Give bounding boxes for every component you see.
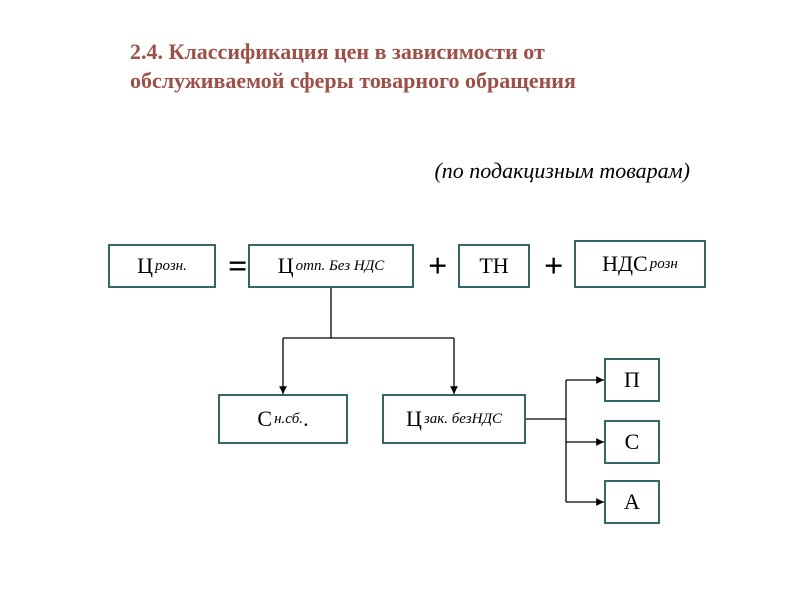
op-plus-2: + bbox=[544, 250, 563, 284]
op-plus-1: + bbox=[428, 250, 447, 284]
box-snsb: С н.сб. . bbox=[218, 394, 348, 444]
box-vat: НДС розн bbox=[574, 240, 706, 288]
box-tn-main: ТН bbox=[479, 253, 508, 279]
box-snsb-main: С bbox=[257, 406, 272, 432]
box-p-main: П bbox=[624, 367, 640, 393]
box-retail-main: Ц bbox=[137, 253, 153, 279]
box-s-main: С bbox=[625, 429, 640, 455]
box-s: С bbox=[604, 420, 660, 464]
subtitle: (по подакцизным товарам) bbox=[130, 158, 690, 184]
box-release-sub: отп. Без НДС bbox=[296, 258, 385, 275]
box-zak-main: Ц bbox=[406, 406, 422, 432]
box-p: П bbox=[604, 358, 660, 402]
page-title: 2.4. Классификация цен в зависимости от … bbox=[130, 38, 690, 95]
box-retail-sub: розн. bbox=[155, 258, 187, 275]
box-snsb-sub: н.сб. bbox=[274, 411, 303, 428]
box-zak: Ц зак. безНДС bbox=[382, 394, 526, 444]
box-retail: Ц розн. bbox=[108, 244, 216, 288]
box-vat-main: НДС bbox=[602, 251, 648, 277]
box-release: Ц отп. Без НДС bbox=[248, 244, 414, 288]
box-zak-sub: зак. безНДС bbox=[424, 411, 502, 428]
box-snsb-trail: . bbox=[303, 406, 309, 432]
op-equals: = bbox=[228, 250, 247, 284]
box-tn: ТН bbox=[458, 244, 530, 288]
box-vat-sub: розн bbox=[650, 256, 678, 273]
box-release-main: Ц bbox=[278, 253, 294, 279]
box-a-main: А bbox=[624, 489, 640, 515]
box-a: А bbox=[604, 480, 660, 524]
